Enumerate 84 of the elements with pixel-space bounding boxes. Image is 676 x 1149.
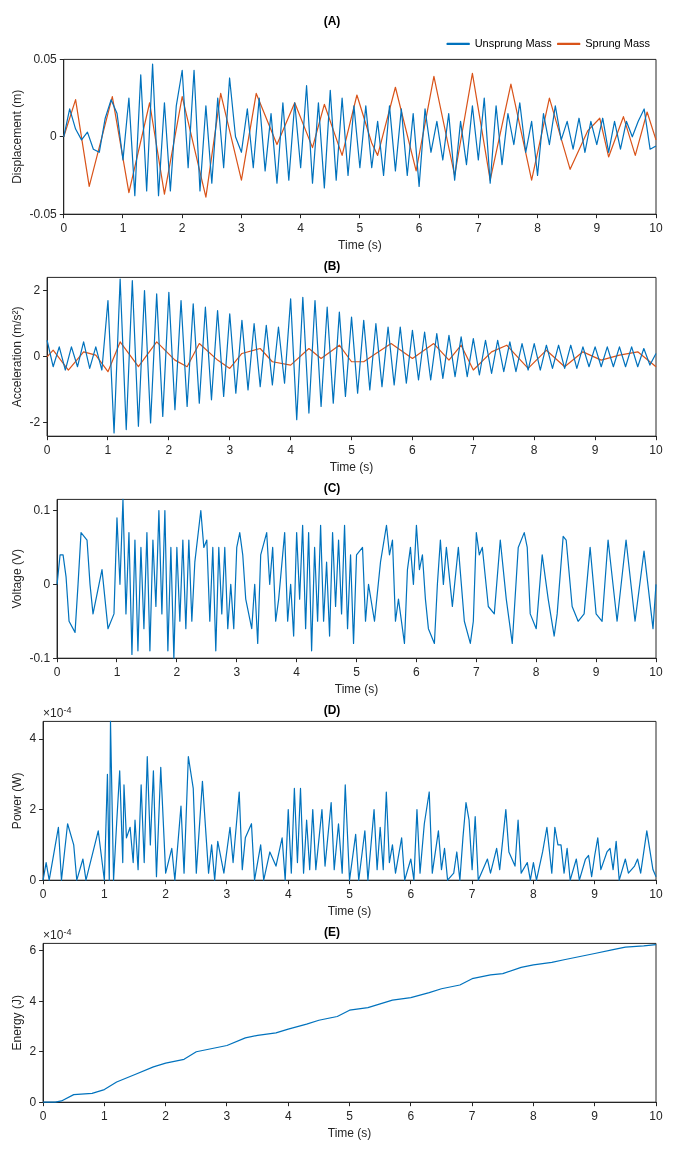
y-tick-label: 0	[29, 872, 37, 887]
x-tick-label: 4	[284, 1108, 292, 1123]
y-tick-label: 2	[29, 1044, 37, 1059]
x-tick-label: 6	[413, 664, 421, 679]
x-tick-label: 10	[649, 1108, 663, 1123]
x-tick-label: 9	[591, 1108, 599, 1123]
x-tick-label: 10	[649, 886, 663, 901]
y-axis-title: Voltage (V)	[9, 549, 24, 609]
x-axis-title: Time (s)	[327, 1126, 372, 1141]
x-tick-label: 2	[178, 220, 186, 235]
x-tick-label: 4	[293, 664, 301, 679]
x-tick-label: 2	[162, 1108, 170, 1123]
chart-title: (C)	[323, 480, 341, 495]
x-tick-label: 1	[104, 442, 112, 457]
x-tick-label: 8	[530, 1108, 538, 1123]
y-axis-title: Energy (J)	[9, 995, 24, 1051]
y-axis-title: Displacement (m)	[9, 89, 24, 184]
x-tick-label: 9	[591, 442, 599, 457]
chart-title: (B)	[323, 258, 341, 273]
x-tick-label: 3	[226, 442, 234, 457]
chart-title: (A)	[323, 13, 341, 28]
x-tick-label: 9	[591, 886, 599, 901]
x-tick-label: 1	[119, 220, 127, 235]
x-tick-label: 1	[101, 1108, 109, 1123]
y-tick-label: 0	[50, 129, 58, 144]
legend-label: Unsprung Mass	[474, 36, 553, 49]
x-axis-title: Time (s)	[334, 682, 379, 697]
x-tick-label: 0	[60, 220, 68, 235]
x-tick-label: 2	[162, 886, 170, 901]
x-tick-label: 4	[287, 442, 295, 457]
x-tick-label: 6	[409, 442, 417, 457]
x-tick-label: 8	[534, 220, 542, 235]
x-tick-label: 7	[472, 664, 480, 679]
x-axis-title: Time (s)	[329, 460, 374, 475]
x-tick-label: 5	[348, 442, 356, 457]
y-tick-label: 0.05	[33, 51, 58, 66]
y-axis-title: Power (W)	[9, 772, 24, 830]
x-tick-label: 6	[407, 1108, 415, 1123]
y-tick-label: 0	[29, 1094, 37, 1109]
x-tick-label: 10	[649, 220, 663, 235]
chart-title: (E)	[324, 924, 340, 939]
x-tick-label: 5	[346, 886, 354, 901]
chart-title: (D)	[323, 702, 341, 717]
y-tick-label: 2	[29, 801, 37, 816]
x-tick-label: 7	[468, 1108, 476, 1123]
x-tick-label: 3	[223, 886, 231, 901]
y-tick-label: 4	[29, 993, 37, 1008]
x-tick-label: 7	[474, 220, 482, 235]
y-tick-label: 0	[33, 349, 41, 364]
x-tick-label: 8	[530, 442, 538, 457]
y-tick-label: -2	[29, 415, 41, 430]
x-tick-label: 5	[346, 1108, 354, 1123]
x-tick-label: 7	[469, 442, 477, 457]
x-axis-title: Time (s)	[338, 238, 382, 253]
x-tick-label: 4	[284, 886, 292, 901]
x-tick-label: 1	[113, 664, 121, 679]
x-tick-label: 2	[173, 664, 181, 679]
y-tick-label: 0.1	[33, 502, 51, 517]
x-tick-label: 6	[415, 220, 423, 235]
x-tick-label: 9	[592, 664, 600, 679]
x-tick-label: 6	[407, 886, 415, 901]
legend-label: Sprung Mass	[585, 36, 651, 49]
x-tick-label: 10	[649, 664, 663, 679]
x-tick-label: 1	[101, 886, 109, 901]
y-axis-title: Acceleration (m/s²)	[9, 306, 24, 408]
x-tick-label: 10	[649, 442, 663, 457]
y-tick-label: 4	[29, 731, 37, 746]
y-tick-label: 6	[29, 943, 37, 958]
x-tick-label: 3	[223, 1108, 231, 1123]
y-tick-label: 2	[33, 282, 41, 297]
y-tick-label: -0.05	[29, 206, 58, 221]
y-tick-label: 0	[43, 576, 51, 591]
x-axis-title: Time (s)	[327, 904, 372, 919]
x-tick-label: 8	[532, 664, 540, 679]
x-tick-label: 4	[297, 220, 305, 235]
x-tick-label: 8	[530, 886, 538, 901]
x-tick-label: 5	[353, 664, 361, 679]
x-tick-label: 7	[468, 886, 476, 901]
x-tick-label: 3	[233, 664, 241, 679]
x-tick-label: 9	[593, 220, 601, 235]
x-tick-label: 3	[238, 220, 246, 235]
y-tick-label: -0.1	[29, 650, 51, 665]
x-tick-label: 2	[165, 442, 173, 457]
x-tick-label: 5	[356, 220, 364, 235]
